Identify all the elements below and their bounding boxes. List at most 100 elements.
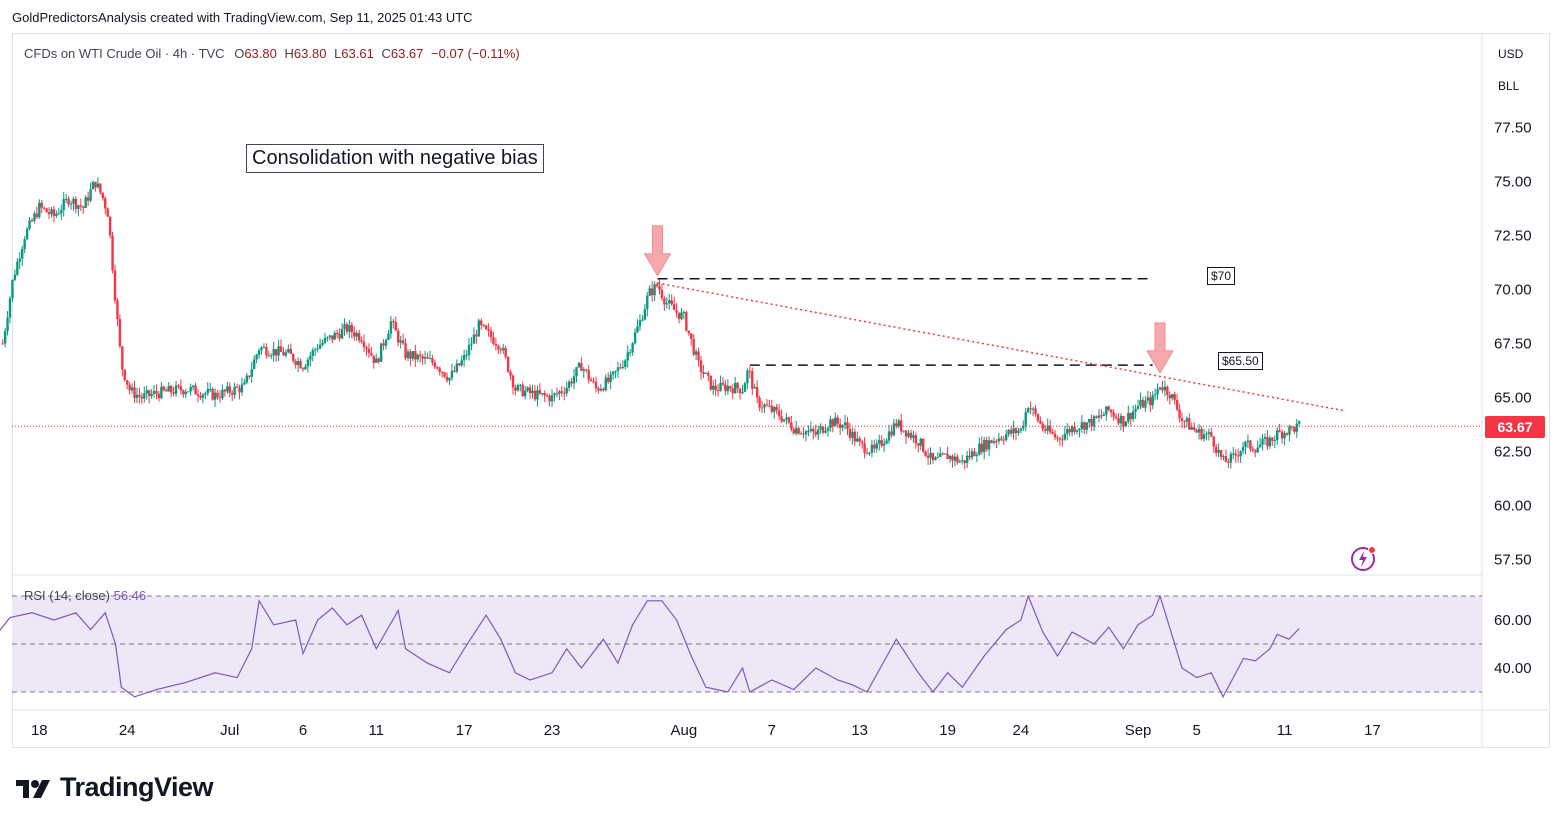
candle-body: [592, 381, 595, 383]
measure-unit[interactable]: BLL: [1498, 79, 1520, 93]
candle-body: [6, 317, 9, 332]
candle-body: [790, 422, 793, 430]
chart-header: GoldPredictorsAnalysis created with Trad…: [12, 10, 473, 25]
candle-body: [704, 372, 708, 374]
candle-body: [763, 404, 766, 408]
candle-body: [77, 205, 80, 209]
candle-body: [1236, 455, 1240, 457]
rsi-legend[interactable]: RSI (14, close) 56.46: [24, 588, 146, 603]
time-tick-label: 17: [1364, 722, 1381, 739]
candle-body: [69, 203, 73, 205]
candle-body: [841, 425, 844, 428]
currency-unit[interactable]: USD: [1498, 47, 1524, 61]
candle-body: [795, 428, 798, 434]
candle-body: [502, 348, 505, 351]
candle-body: [729, 386, 732, 389]
candle-body: [33, 213, 36, 221]
candle-body: [821, 426, 825, 433]
time-tick-label: Aug: [671, 722, 698, 739]
candle-body: [587, 369, 590, 380]
candle-body: [1127, 412, 1130, 422]
candle-body: [650, 288, 654, 296]
candle-body: [72, 198, 75, 204]
candle-body: [233, 386, 236, 395]
flash-icon[interactable]: [1350, 545, 1378, 578]
close-value: 63.67: [390, 46, 424, 61]
candle-body: [641, 319, 644, 321]
candle-body: [333, 332, 336, 340]
low-label: L: [334, 46, 342, 61]
candle-body: [1149, 397, 1152, 406]
candle-body: [1205, 433, 1208, 435]
candle-body: [819, 426, 822, 430]
candle-body: [1090, 418, 1093, 427]
candle-body: [856, 438, 859, 442]
symbol-legend[interactable]: CFDs on WTI Crude Oil · 4h · TVC O63.80 …: [24, 46, 520, 61]
candle-body: [509, 371, 512, 376]
candle-body: [682, 312, 686, 314]
candle-body: [550, 395, 554, 402]
candle-body: [892, 423, 896, 436]
candle-body: [848, 429, 852, 438]
candle-body: [1156, 389, 1159, 395]
candle-body: [963, 460, 966, 463]
candle-body: [716, 390, 720, 392]
candle-body: [101, 192, 104, 199]
candle-body: [1251, 449, 1255, 451]
close-label: C: [381, 46, 391, 61]
candle-body: [1109, 410, 1113, 413]
candle-body: [318, 344, 322, 349]
candle-body: [558, 391, 561, 394]
candle-body: [1200, 428, 1203, 440]
candle-body: [1088, 418, 1091, 423]
candle-body: [257, 350, 261, 355]
candle-body: [1063, 433, 1066, 440]
price-tick-label: 60.00: [1494, 498, 1532, 515]
candle-body: [443, 372, 446, 377]
candle-body: [394, 321, 397, 331]
candle-body: [235, 386, 239, 388]
candle-body: [1061, 439, 1064, 441]
candle-body: [1161, 387, 1164, 391]
level-label-65-50[interactable]: $65.50: [1218, 352, 1263, 370]
brand-name: TradingView: [60, 772, 214, 802]
candle-body: [50, 209, 53, 215]
candle-body: [1273, 439, 1276, 441]
level-label-70[interactable]: $70: [1207, 267, 1236, 285]
brand-logo[interactable]: TradingView: [14, 772, 214, 803]
candle-body: [755, 387, 759, 398]
candle-body: [748, 370, 752, 372]
candle-body: [1083, 422, 1086, 430]
rsi-value: 56.46: [113, 588, 147, 603]
candle-body: [411, 351, 415, 359]
candle-body: [67, 198, 70, 205]
candle-body: [1136, 406, 1140, 409]
candle-body: [52, 209, 56, 217]
candle-body: [21, 249, 24, 259]
candle-body: [255, 354, 258, 360]
candle-body: [489, 330, 493, 338]
candle-body: [289, 348, 292, 354]
candle-body: [580, 363, 583, 371]
candle-body: [1124, 421, 1128, 427]
candle-body: [780, 416, 783, 422]
candle-body: [834, 417, 837, 427]
chart-annotation[interactable]: Consolidation with negative bias: [246, 144, 544, 173]
candle-body: [423, 357, 427, 359]
time-tick-label: 23: [544, 722, 561, 739]
candle-body: [326, 337, 329, 339]
candle-body: [484, 325, 488, 330]
candle-body: [23, 239, 26, 250]
change-value: −0.07 (−0.11%): [431, 46, 520, 61]
candle-body: [921, 438, 925, 452]
candle-body: [1224, 456, 1228, 462]
candle-body: [760, 407, 764, 409]
candle-body: [1210, 432, 1213, 437]
candle-body: [243, 382, 246, 385]
candle-body: [712, 385, 715, 390]
candle-body: [624, 360, 627, 367]
candle-body: [602, 388, 605, 391]
candle-body: [11, 279, 14, 299]
candle-body: [885, 440, 888, 444]
